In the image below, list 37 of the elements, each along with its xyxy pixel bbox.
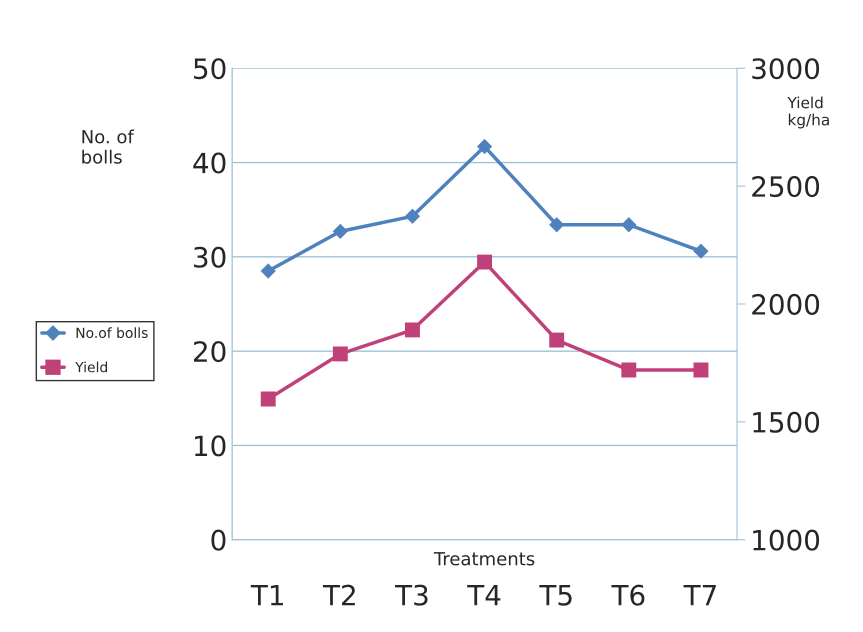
point [621,362,636,378]
y-tick-label: 0 [211,530,226,551]
y2-tick-label: 1500 [753,412,820,433]
point [693,362,708,378]
y-tick-label: 30 [194,246,226,268]
y2-tick-label: 2000 [752,294,820,315]
point [549,217,564,232]
point [477,254,492,270]
legend-label: Yield [75,362,108,372]
point [332,346,348,362]
x-axis-title: Treatments [434,552,534,566]
point [332,224,348,239]
y2-axis-title: Yield kg/ha [787,96,829,128]
point [549,332,564,348]
y2-tick-label: 2500 [752,176,820,198]
point [477,139,492,154]
x-tick-label: T6 [611,584,644,606]
point [405,208,420,224]
x-tick-label: T3 [395,584,428,606]
point [404,322,420,338]
point [260,264,276,278]
y2-tick-label: 1000 [753,530,820,551]
y-axis-title: No. of bolls [82,130,134,164]
y-tick-label: 40 [193,152,226,174]
x-tick-label: T7 [684,585,716,606]
x-tick-label: T4 [467,585,500,606]
x-tick-label: T1 [250,585,283,606]
x-tick-label: T2 [322,584,355,606]
y-tick-label: 10 [194,435,226,456]
y-tick-label: 50 [194,58,226,80]
x-tick-label: T5 [539,585,572,606]
y-tick-label: 20 [194,341,226,362]
y2-tick-label: 3000 [752,58,820,80]
point [260,392,276,406]
point [694,244,708,259]
point [621,217,636,232]
legend-label: No.of bolls [76,327,148,338]
